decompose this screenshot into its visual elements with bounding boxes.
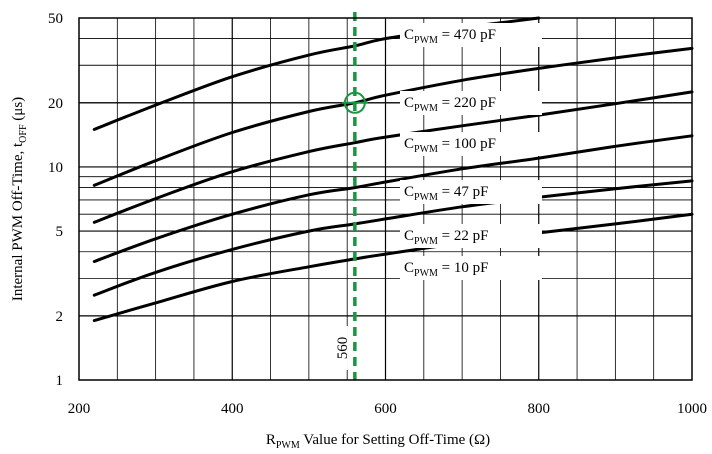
curve-label-bg xyxy=(400,132,542,156)
plot-frame xyxy=(78,17,693,381)
curve-label-bg xyxy=(400,180,542,204)
curve-47pf xyxy=(92,134,694,263)
curve-10pf xyxy=(92,212,694,323)
x-tick-label: 1000 xyxy=(677,401,707,417)
curve-100pf xyxy=(92,90,694,224)
curve-label: CPWM = 470 pF xyxy=(404,27,496,46)
curve-labels: CPWM = 470 pF CPWM = 220 pF CPWM = 100 pF C… xyxy=(400,23,542,280)
x-tick-label: 200 xyxy=(68,401,91,417)
y-tick-label: 10 xyxy=(48,160,63,176)
x-tick-label: 600 xyxy=(374,401,397,417)
marker-560: 560 xyxy=(333,12,368,380)
curve-label: CPWM = 10 pF xyxy=(404,260,488,279)
y-axis-label: Internal PWM Off-Time, tOFF (μs) xyxy=(10,97,29,301)
tick-labels: 200 400 600 800 1000 1 2 5 10 20 50 xyxy=(48,11,707,417)
curve-label-bg xyxy=(400,256,542,280)
curve-220pf xyxy=(92,46,694,187)
y-tick-label: 1 xyxy=(56,373,64,389)
marker-label-bg xyxy=(333,326,348,370)
curve-22pf xyxy=(92,179,694,297)
curve-label-bg xyxy=(400,23,542,47)
major-grid xyxy=(79,18,692,380)
curve-label-bg xyxy=(400,224,542,248)
y-tick-label: 20 xyxy=(48,96,63,112)
x-axis-label: RPWM Value for Setting Off-Time (Ω) xyxy=(266,432,490,451)
curve-label-bg xyxy=(400,91,542,115)
x-tick-label: 400 xyxy=(221,401,244,417)
curve-label: CPWM = 22 pF xyxy=(404,228,488,247)
curves xyxy=(92,16,694,323)
marker-label: 560 xyxy=(335,337,351,360)
curve-label: CPWM = 220 pF xyxy=(404,95,496,114)
x-tick-label: 800 xyxy=(528,401,551,417)
curve-label: CPWM = 47 pF xyxy=(404,184,488,203)
curve-label: CPWM = 100 pF xyxy=(404,136,496,155)
y-tick-label: 2 xyxy=(56,309,64,325)
y-tick-label: 50 xyxy=(48,11,63,27)
y-tick-label: 5 xyxy=(56,224,64,240)
